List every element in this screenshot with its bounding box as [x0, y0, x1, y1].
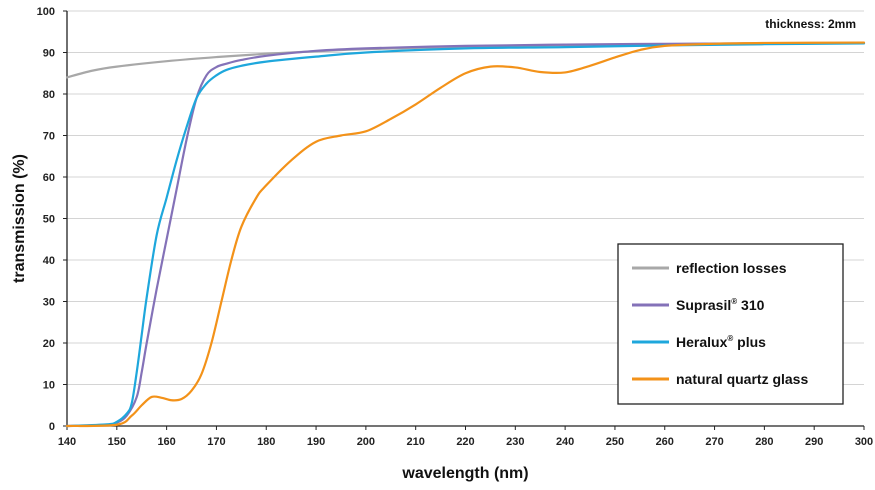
x-tick-label-280: 280 — [755, 436, 773, 448]
axes — [63, 10, 865, 430]
thickness-annotation: thickness: 2mm — [765, 17, 856, 31]
legend-label-suprasil: Suprasil® 310 — [676, 297, 765, 313]
x-tick-label-270: 270 — [705, 436, 723, 448]
legend-label-heralux: Heralux® plus — [676, 334, 766, 350]
x-tick-label-140: 140 — [58, 436, 76, 448]
legend-box — [617, 243, 844, 405]
x-tick-label-240: 240 — [556, 436, 574, 448]
series-line-suprasil — [65, 41, 866, 428]
x-tick-label-260: 260 — [656, 436, 674, 448]
y-tick-label-90: 90 — [43, 48, 55, 60]
x-tick-label-220: 220 — [456, 436, 474, 448]
x-tick-label-180: 180 — [257, 436, 275, 448]
x-tick-label-190: 190 — [307, 436, 325, 448]
legend-label-natural-quartz-glass: natural quartz glass — [676, 371, 808, 387]
x-tick-label-300: 300 — [855, 436, 873, 448]
x-tick-label-230: 230 — [506, 436, 524, 448]
y-tick-label-20: 20 — [43, 338, 55, 350]
y-tick-label-40: 40 — [43, 255, 55, 267]
y-axis-title: transmission (%) — [11, 154, 28, 283]
series-line-natural-quartz-glass — [65, 41, 866, 428]
x-tick-label-200: 200 — [357, 436, 375, 448]
y-tick-label-0: 0 — [49, 421, 55, 433]
legend-label-reflection-losses: reflection losses — [676, 260, 787, 276]
legend: reflection losses Suprasil® 310 Heralux® p… — [617, 243, 844, 405]
tick-labels: 140 150 160 170 180 190 200 210 220 230 240 250 260 2… — [37, 6, 874, 448]
x-axis-title: wavelength (nm) — [401, 465, 528, 482]
x-tick-label-210: 210 — [407, 436, 425, 448]
x-tick-label-250: 250 — [606, 436, 624, 448]
x-tick-label-160: 160 — [157, 436, 175, 448]
series-line-heralux — [65, 42, 866, 428]
x-tick-label-290: 290 — [805, 436, 823, 448]
x-tick-label-170: 170 — [207, 436, 225, 448]
y-tick-label-50: 50 — [43, 214, 55, 226]
data-series — [65, 41, 866, 428]
y-tick-label-70: 70 — [43, 131, 55, 143]
y-tick-label-80: 80 — [43, 89, 55, 101]
y-tick-label-60: 60 — [43, 172, 55, 184]
y-tick-label-30: 30 — [43, 297, 55, 309]
y-tick-label-100: 100 — [37, 6, 55, 18]
x-tick-label-150: 150 — [108, 436, 126, 448]
y-tick-label-10: 10 — [43, 380, 55, 392]
